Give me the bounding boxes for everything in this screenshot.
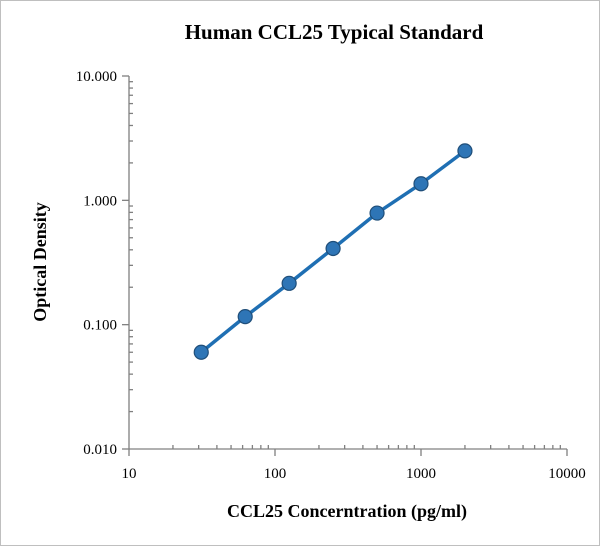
x-tick-label: 100	[264, 466, 287, 482]
series-layer	[193, 143, 473, 360]
y-tick-label: 0.010	[83, 442, 117, 458]
data-point	[237, 309, 253, 325]
data-point	[281, 275, 297, 291]
x-tick-label: 1000	[406, 466, 436, 482]
chart-title: Human CCL25 Typical Standard	[185, 20, 484, 44]
data-point	[369, 205, 385, 221]
data-point	[325, 240, 341, 257]
y-tick-label: 10.000	[76, 69, 117, 85]
y-tick-label: 0.100	[83, 318, 117, 334]
x-axis-ticks: 10 100 1000 10000	[122, 445, 586, 482]
y-axis-label: Optical Density	[30, 202, 50, 322]
y-axis-ticks: 0.010 0.100 1.000 10.000	[76, 69, 133, 458]
data-point	[193, 344, 209, 360]
x-tick-label: 10000	[548, 466, 586, 482]
data-point	[457, 143, 473, 159]
data-point	[413, 176, 429, 192]
x-tick-label: 10	[122, 466, 137, 482]
y-tick-label: 1.000	[83, 193, 117, 209]
x-axis-label: CCL25 Concerntration (pg/ml)	[227, 501, 467, 522]
